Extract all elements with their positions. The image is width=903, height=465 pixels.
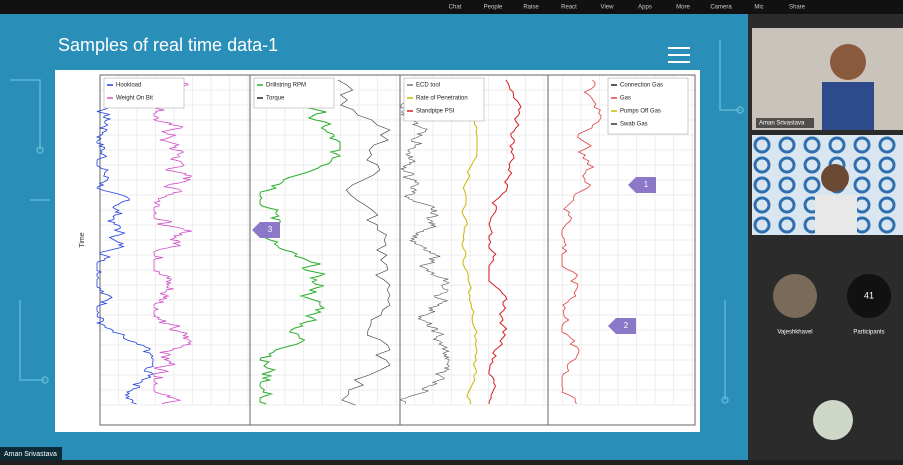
log-curve (337, 79, 391, 406)
pattern-dot (803, 176, 821, 194)
presenter-caption: Aman Srivastava (4, 451, 57, 458)
toolbar-item[interactable]: Apps (638, 5, 652, 11)
callout-arrow (628, 177, 656, 193)
toolbar-item[interactable]: People (484, 5, 503, 11)
toolbar-item[interactable]: Raise (523, 5, 539, 11)
callout-label: 2 (624, 321, 629, 330)
callout-arrow (608, 318, 636, 334)
pattern-dot (778, 176, 796, 194)
legend-label: Weight On Bit (116, 96, 153, 102)
pattern-dot (853, 176, 871, 194)
pattern-dot (853, 136, 871, 154)
person-body (815, 195, 857, 235)
legend-label: ECD tool (416, 83, 440, 89)
log-curve (152, 79, 193, 405)
pattern-dot (828, 136, 846, 154)
toolbar-item[interactable]: View (601, 5, 615, 11)
toolbar-item[interactable]: Chat (449, 5, 462, 11)
toolbar-item[interactable]: Mic (754, 5, 763, 11)
tile-name: Aman Srivastava (759, 121, 805, 127)
legend-label: Standpipe PSI (416, 109, 455, 115)
pattern-dot (878, 136, 896, 154)
pattern-dot (778, 156, 796, 174)
pattern-dot (778, 196, 796, 214)
axis-label: Time (79, 232, 86, 247)
participant-count[interactable] (847, 274, 891, 318)
chart-frame (99, 74, 696, 426)
legend-label: Hookload (116, 83, 141, 89)
legend-box (253, 77, 335, 109)
legend-label: Swab Gas (620, 122, 648, 128)
pattern-dot (878, 156, 896, 174)
callout-label: 3 (268, 225, 273, 234)
count: 41 (864, 290, 874, 300)
count-label: Participants (853, 330, 884, 336)
toolbar-item[interactable]: Share (789, 5, 806, 11)
pattern-dot (753, 156, 771, 174)
log-tracks: Hookload Weight On Bit Drillstring RPM Torq… (95, 74, 696, 426)
legend-label: Rate of Penetration (416, 96, 468, 102)
toolbar-item[interactable]: React (561, 5, 577, 11)
caption-bg (756, 118, 814, 128)
toolbar (0, 0, 903, 14)
pattern-dot (778, 216, 796, 234)
pattern-dot (753, 216, 771, 234)
log-curve (461, 79, 478, 405)
person (830, 44, 866, 80)
pattern-dot (803, 156, 821, 174)
avatar[interactable] (813, 400, 853, 440)
pattern-dot (878, 176, 896, 194)
legend-label: Pumps Off Gas (620, 109, 661, 115)
attendee-name: Vajeshkhavel (777, 330, 812, 336)
pattern-dot (803, 136, 821, 154)
caption-bg (0, 447, 62, 460)
person-body (822, 82, 874, 130)
log-curve (561, 79, 602, 405)
legend-label: Connection Gas (620, 83, 663, 89)
legend-label: Drillstring RPM (266, 83, 306, 89)
log-curve (488, 79, 522, 405)
circuit-decoration (10, 40, 744, 404)
pattern-dot (753, 176, 771, 194)
log-curve (258, 79, 342, 405)
pattern-dot (853, 156, 871, 174)
legend-box (103, 77, 185, 109)
pattern-dot (753, 136, 771, 154)
slide-title: Samples of real time data-1 (58, 35, 278, 55)
legend-box (403, 77, 485, 122)
pattern-dot (778, 136, 796, 154)
callout-arrow (252, 222, 280, 238)
legend-label: Gas (620, 96, 631, 102)
toolbar-item[interactable]: More (676, 5, 690, 11)
log-curve (400, 79, 450, 405)
toolbar-items: Chat People Raise React View Apps More Camera Mi… (449, 5, 806, 11)
pattern-dot (878, 216, 896, 234)
person (821, 164, 849, 192)
log-curve (95, 79, 154, 405)
menu-icon[interactable] (668, 47, 690, 63)
pattern-dot (753, 196, 771, 214)
callout-label: 1 (644, 180, 649, 189)
legend-label: Torque (266, 96, 285, 102)
avatar[interactable] (773, 274, 817, 318)
legend-box (607, 77, 689, 135)
toolbar-item[interactable]: Camera (710, 5, 732, 11)
pattern-dot (878, 196, 896, 214)
